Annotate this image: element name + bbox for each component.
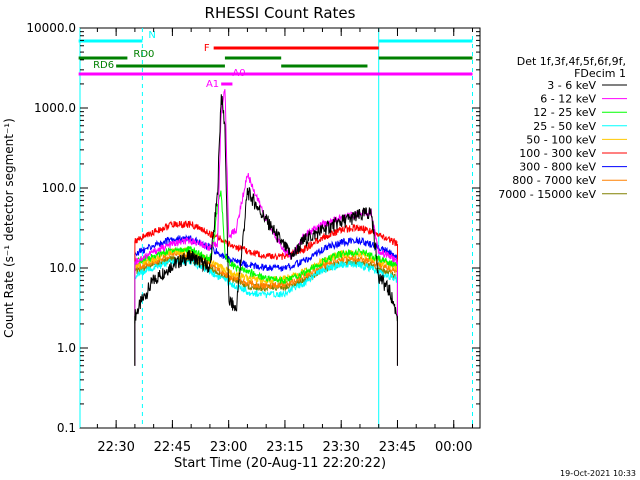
x-tick-label-6: 00:00	[435, 440, 472, 455]
x-tick-label-1: 22:45	[154, 440, 191, 455]
x-tick-label-0: 22:30	[97, 440, 134, 455]
flag-label-n: N	[148, 30, 155, 41]
series-line-5	[134, 220, 398, 261]
legend-label-1: 6 - 12 keV	[540, 93, 596, 106]
x-tick-label-3: 23:15	[266, 440, 303, 455]
y-tick-label-0: 0.1	[57, 421, 76, 435]
axes: 0.1 1.0 10.0 100.0 1000.0 10000.0 22:30 22:45 23…	[26, 21, 480, 455]
y-tick-label-5: 10000.0	[26, 21, 76, 35]
x-tick-label-4: 23:30	[322, 440, 359, 455]
legend-label-3: 25 - 50 keV	[533, 120, 596, 133]
legend-label-4: 50 - 100 keV	[526, 133, 596, 146]
flag-label-rd0: RD0	[133, 49, 154, 60]
x-tick-label-5: 23:45	[379, 440, 416, 455]
y-tick-label-4: 1000.0	[34, 101, 76, 115]
flag-bars: N F RD0 RD6 A0 A1	[78, 30, 473, 90]
flag-label-a1: A1	[206, 79, 219, 90]
legend: Det 1f,3f,4f,5f,6f,9f, FDecim 1 3 - 6 ke…	[498, 55, 627, 201]
y-tick-label-3: 100.0	[42, 181, 76, 195]
series-line-1	[134, 89, 398, 266]
y-axis-label: Count Rate (s⁻¹ detector segment⁻¹)	[2, 118, 16, 338]
legend-header-line-2: FDecim 1	[574, 67, 626, 80]
legend-label-8: 7000 - 15000 keV	[498, 188, 596, 201]
legend-label-7: 800 - 7000 keV	[512, 174, 596, 187]
legend-label-2: 12 - 25 keV	[533, 106, 596, 119]
chart-title: RHESSI Count Rates	[205, 4, 356, 22]
flag-label-f: F	[204, 43, 210, 54]
legend-label-5: 100 - 300 keV	[519, 147, 596, 160]
series-line-0	[134, 94, 398, 324]
generation-timestamp: 19-Oct-2021 10:33	[560, 469, 636, 478]
vertical-marker-lines	[79, 28, 473, 428]
series-line-2	[134, 190, 398, 285]
flag-label-a0: A0	[232, 68, 245, 79]
flag-label-rd6: RD6	[93, 60, 114, 71]
y-tick-label-2: 10.0	[49, 261, 76, 275]
legend-label-0: 3 - 6 keV	[547, 79, 596, 92]
x-tick-label-2: 23:00	[210, 440, 247, 455]
legend-header-line-1: Det 1f,3f,4f,5f,6f,9f,	[517, 55, 626, 68]
y-tick-label-1: 1.0	[57, 341, 76, 355]
plot-frame	[79, 27, 481, 429]
legend-label-6: 300 - 800 keV	[519, 161, 596, 174]
series-lines	[134, 89, 398, 366]
x-axis-label: Start Time (20-Aug-11 22:20:22)	[174, 456, 386, 471]
